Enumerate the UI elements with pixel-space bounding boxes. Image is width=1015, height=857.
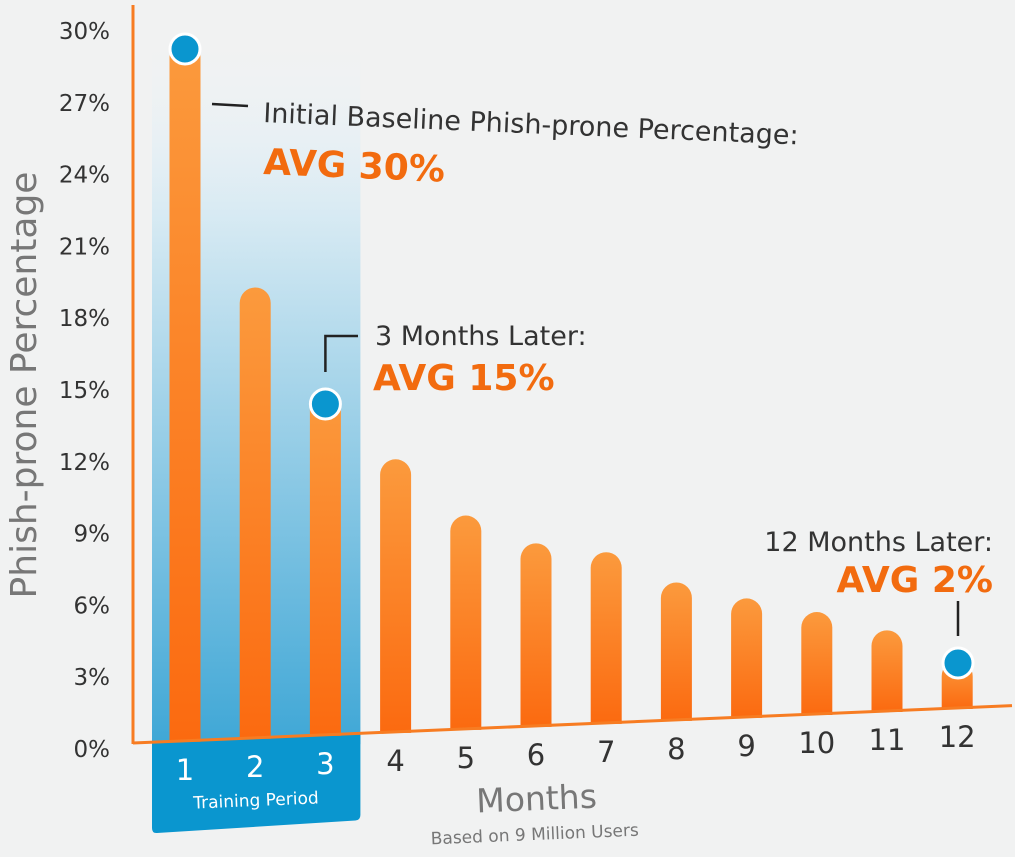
marker-month-1 [168,32,202,66]
bar-month-9 [731,598,763,718]
y-tick-label: 30% [59,19,110,45]
x-tick-label: 4 [386,744,404,778]
bar-month-4 [380,459,412,733]
y-tick-label: 6% [74,593,111,619]
bar-layer [169,41,973,742]
bar-month-10 [801,612,833,715]
x-tick-label: 7 [597,735,615,769]
y-tick-label: 3% [74,665,111,691]
bar-month-3 [309,391,341,736]
x-tick-label: 12 [939,720,976,754]
annotation-3-months-value: AVG 15% [373,358,555,399]
y-tick-label: 12% [59,450,110,476]
x-tick-label: 6 [527,738,545,772]
x-tick-label: 1 [176,753,194,787]
x-tick-label: 9 [737,729,755,763]
annotation-leader-line [324,334,358,372]
y-tick-label: 27% [59,91,110,117]
x-tick-label: 11 [869,723,906,757]
y-tick-label: 21% [59,234,110,260]
bar-month-8 [660,582,692,721]
annotation-12-months-value: AVG 2% [837,560,993,601]
y-tick-label: 0% [74,737,111,763]
x-tick-label: 5 [457,741,475,775]
annotation-baseline-value: AVG 30% [263,142,446,191]
x-tick-label: 8 [667,732,685,766]
bar-month-7 [590,552,622,724]
axis-layer: 0% 3% 6% 9% 12% 15% 18% 21% 24% 27% 30% Phish-prone… [4,5,1013,850]
y-tick-label: 15% [59,378,110,404]
bar-month-2 [239,287,271,739]
x-axis-line [132,704,1013,745]
y-tick-label: 24% [59,163,110,189]
annotation-3-months-title: 3 Months Later: [375,321,587,352]
y-tick-label: 9% [74,522,111,548]
annotation-leader-line [211,102,249,108]
x-axis-subtitle: Based on 9 Million Users [430,821,639,850]
x-tick-label: 3 [316,747,334,781]
bar-month-11 [871,630,903,712]
marker-month-12 [941,646,975,680]
bar-month-5 [450,515,482,730]
y-axis-title: Phish-prone Percentage [4,172,45,599]
training-band-label-box [152,734,361,834]
annotation-12-months-title: 12 Months Later: [764,527,993,558]
marker-month-3 [308,387,342,421]
bar-month-6 [520,543,552,727]
x-tick-label: 2 [246,750,264,784]
x-axis-title: Months [475,777,597,821]
bar-month-1 [169,41,201,742]
x-tick-label: 10 [798,726,835,760]
y-tick-label: 18% [59,306,110,332]
